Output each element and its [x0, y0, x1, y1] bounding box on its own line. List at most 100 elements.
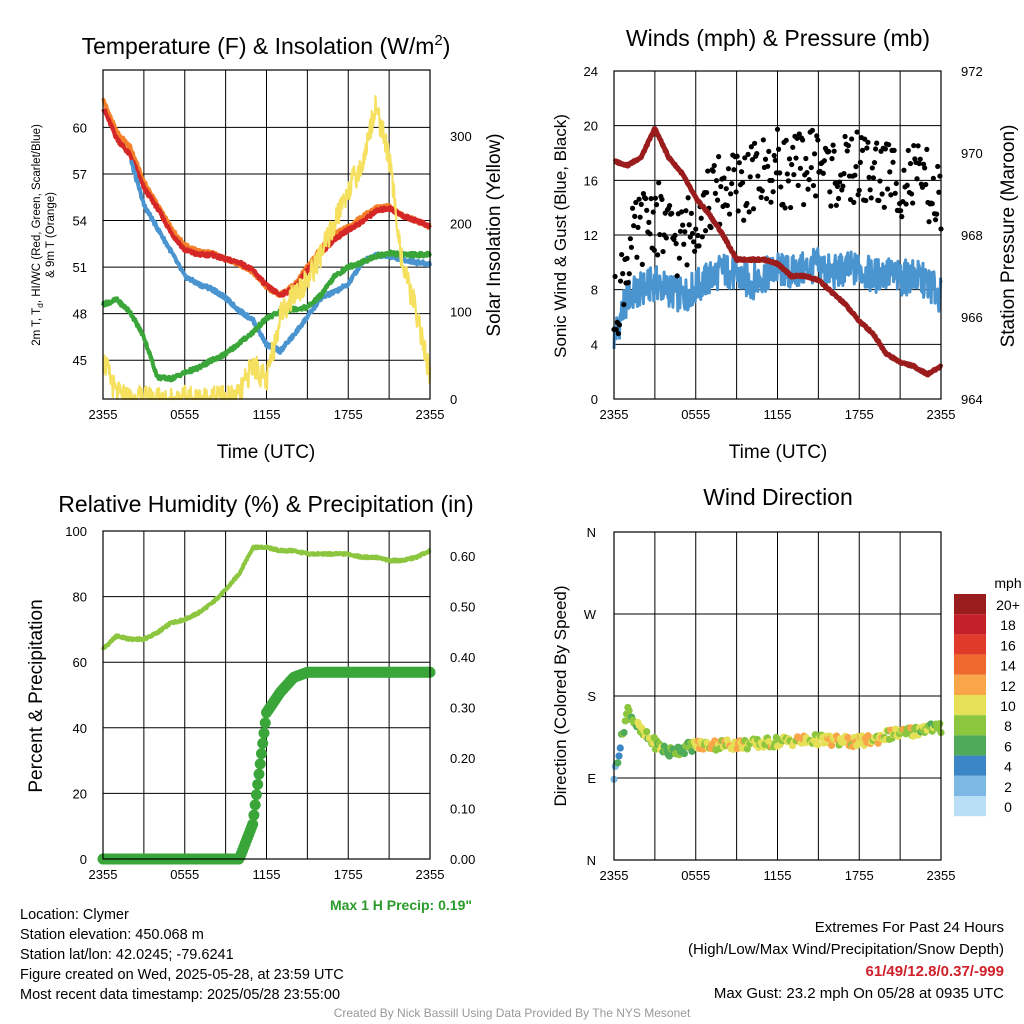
wind-series-point [634, 254, 640, 260]
rh-x-tick-label: 2355 [416, 867, 445, 882]
wind-series-point [684, 262, 690, 268]
speed-legend-label: 6 [1004, 738, 1012, 754]
rh-y2-tick-label: 0.20 [450, 751, 475, 766]
wind-series-point [672, 232, 678, 238]
wind-series-point [725, 166, 732, 172]
wind-series-point [886, 142, 892, 148]
wind-series-point [651, 247, 657, 253]
wind-y2-tick-label: 964 [961, 392, 983, 407]
wind-series-point [828, 203, 834, 209]
wind-series-point [778, 184, 784, 190]
wind-series-line [612, 126, 944, 378]
insolation-ylabel: Solar Insolation (Yellow) [484, 133, 505, 336]
wind-series-point [874, 140, 880, 146]
wind-series-point [660, 248, 666, 255]
rh-series-point [258, 727, 270, 739]
wind-series-point [868, 195, 874, 201]
wind-series-point [835, 195, 842, 202]
wind-series-point [833, 202, 839, 208]
temp-y-tick-label: 57 [73, 167, 87, 182]
wind-series-point [621, 301, 627, 308]
wind-series-point [935, 163, 941, 170]
dir-point [616, 744, 624, 752]
speed-legend-label: 16 [1000, 637, 1016, 653]
wind-series-point [782, 205, 788, 211]
speed-legend-label: 0 [1004, 799, 1012, 815]
wind-series-point [871, 159, 878, 166]
wind-series-point [692, 248, 698, 254]
wind-series-point [673, 241, 679, 247]
station-info: Location: Clymer Station elevation: 450.… [20, 905, 344, 1005]
wind-series-point [632, 213, 638, 219]
wind-series-point [738, 169, 745, 175]
wind-y-tick-label: 12 [584, 228, 598, 243]
wind-series-point [917, 156, 923, 162]
wind-series-point [695, 232, 701, 239]
wind-series-point [877, 178, 883, 184]
wind-x-tick-label: 1155 [764, 407, 792, 422]
wind-series-point [711, 163, 717, 169]
wind-series-point [890, 159, 896, 165]
wind-grid [614, 71, 941, 399]
wind-series-point [740, 180, 746, 186]
wind-series-point [681, 241, 687, 247]
wind-series-point [801, 201, 807, 208]
wind-series-point [638, 201, 644, 207]
rh-y-tick-label: 40 [73, 721, 87, 736]
wind-series-point [671, 236, 677, 243]
wind-series-point [841, 171, 847, 177]
wind-series-point [892, 190, 898, 196]
wind-series-point [809, 127, 815, 133]
humidity-title: Relative Humidity (%) & Precipitation (i… [58, 491, 473, 517]
wind-series-point [866, 174, 872, 181]
dir-points [610, 703, 945, 783]
wind-series-point [646, 219, 652, 225]
wind-series-point [680, 222, 686, 228]
dir-point [620, 728, 628, 737]
wind-series-point [786, 156, 793, 162]
wind-series-point [731, 167, 737, 173]
wind-series-point [879, 191, 885, 197]
wind-series-point [620, 271, 626, 277]
dir-x-tick-label: 0555 [681, 868, 710, 883]
wind-series-point [922, 165, 928, 171]
humidity-panel: Relative Humidity (%) & Precipitation (i… [26, 491, 475, 913]
temp-series-line [101, 249, 432, 383]
wind-series-point [762, 156, 769, 162]
wind-series-point [790, 144, 796, 150]
wind-series-point [637, 214, 643, 220]
wind-series-point [842, 133, 848, 140]
dir-point [814, 741, 822, 749]
dir-y-tick-label: N [587, 853, 596, 868]
wind-series-point [656, 180, 662, 186]
speed-legend-swatch [954, 654, 986, 675]
temperature-title: Temperature (F) & Insolation (W/m2) [82, 32, 451, 59]
wind-series-point [735, 208, 741, 214]
wind-series-point [704, 189, 710, 196]
dir-y-tick-label: N [587, 525, 596, 540]
rh-x-tick-label: 2355 [89, 867, 118, 882]
wind-series-point [797, 165, 803, 171]
wind-series-point [748, 144, 754, 150]
wind-series-point [768, 199, 774, 205]
created-text: Figure created on Wed, 2025-05-28, at 23… [20, 967, 344, 983]
rh-y2-tick-label: 0.30 [450, 701, 475, 716]
extremes-title: Extremes For Past 24 Hours [814, 919, 1004, 936]
wind-series-point [856, 187, 862, 193]
wind-series-point [754, 151, 760, 157]
dir-point [874, 739, 882, 747]
wind-series-point [716, 153, 722, 160]
wind-series-point [865, 139, 871, 145]
temp-x-tick-label: 1755 [334, 407, 363, 422]
wind-series-point [898, 208, 904, 214]
wind-y2-tick-label: 972 [961, 64, 983, 79]
wind-series-point [625, 280, 631, 286]
wind-series-point [663, 235, 669, 241]
wind-series-point [911, 142, 917, 149]
wind-series-point [830, 142, 836, 148]
max-precip-annotation: Max 1 H Precip: 0.19" [330, 897, 472, 913]
wind-series-point [626, 271, 632, 277]
wind-series-point [903, 201, 909, 207]
wind-series-point [752, 140, 758, 146]
dir-y-tick-label: S [587, 689, 596, 704]
